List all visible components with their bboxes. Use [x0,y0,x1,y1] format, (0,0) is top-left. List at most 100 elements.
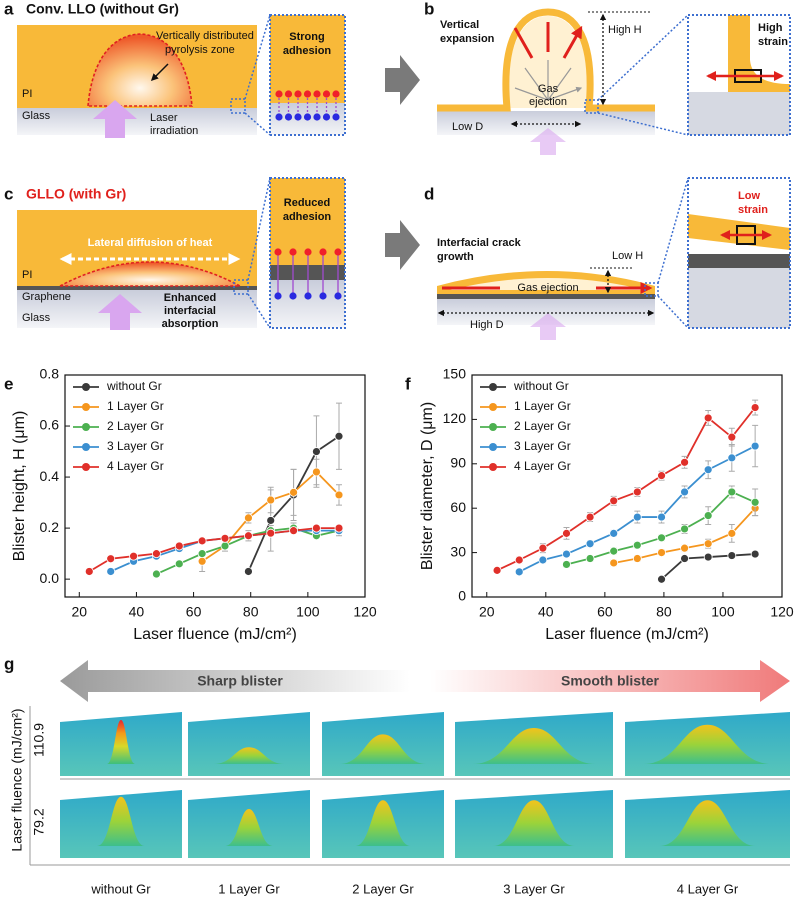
pointer [150,63,169,82]
legend-marker [489,423,497,431]
label: ejection [529,96,567,108]
x-tick-label: 60 [597,604,613,620]
legend-marker [82,383,90,391]
data-point [244,567,253,576]
panel-label: e [4,374,13,393]
legend-label: 1 Layer Gr [107,399,164,413]
x-tick-label: 100 [296,604,320,620]
gas-arrow [514,60,581,101]
atom [294,113,302,121]
label: Gas [538,83,559,95]
legend-marker [82,463,90,471]
atom [313,90,321,98]
data-point [129,551,138,561]
data-point [750,549,760,559]
label: High H [608,24,642,36]
atom [303,90,312,98]
data-point [562,560,571,569]
panel-label: c [4,184,13,203]
legend-label: 3 Layer Gr [514,439,571,453]
panel-a: a Conv. LLO (without Gr) Vertically dist… [4,0,420,138]
laser-arrow [530,313,566,340]
data-point [266,495,276,505]
pi-film [437,8,655,112]
laser-arrow [530,128,566,155]
label: PI [22,269,32,281]
zoom-box [230,98,246,114]
legend-marker [82,423,90,431]
atom [275,113,283,121]
data-point [244,513,253,523]
data-point [680,457,689,467]
data-point [632,540,642,550]
y-tick-label: 0.2 [40,519,60,535]
data-point [562,549,571,559]
atom [294,90,302,98]
data-point [750,441,760,451]
legend-marker [82,403,90,411]
blister [472,728,596,764]
atom [303,113,312,121]
panel-title: GLLO (with Gr) [26,186,126,202]
column-label: without Gr [90,881,151,896]
atom [334,248,342,256]
legend-marker [489,463,497,471]
atom [304,248,312,256]
label: Reduced [284,197,330,209]
label: Glass [22,312,51,324]
column-label: 3 Layer Gr [503,881,565,896]
label: Glass [22,110,51,122]
zoom-line [244,14,271,136]
data-point [197,536,207,546]
data-point [312,447,321,456]
label: growth [437,251,474,263]
data-point [703,413,713,423]
y-tick-label: 0.0 [40,570,60,586]
label: Low [738,190,760,202]
data-point [152,569,161,579]
data-point [750,497,760,507]
label: Strong [289,31,324,43]
data-point [632,487,642,497]
trend-arrow [60,660,410,702]
label: Graphene [22,291,71,303]
legend-label: without Gr [513,379,569,393]
y-axis-label: Blister height, H (μm) [11,411,28,562]
step-arrow [385,220,420,270]
height-map [188,712,310,776]
data-point [609,496,619,506]
y-tick-label: 60 [450,499,466,515]
atoms [274,248,342,300]
label: High D [470,319,504,331]
height-maps: without Gr 1 Layer Gr 2 Layer Gr 3 Layer Gr… [60,712,790,896]
pyrolysis-zone [87,33,193,107]
label: strain [738,204,768,216]
row-label: 110.9 [31,723,47,757]
y-tick-label: 120 [443,410,467,426]
blister [106,720,136,764]
label: Lateral diffusion of heat [88,237,213,249]
x-tick-label: 80 [243,604,259,620]
x-tick-label: 80 [656,604,672,620]
data-point [312,467,321,477]
panel-b: b Vertical expansion High H Gas ejection… [424,0,791,155]
axis-label: Laser fluence (mJ/cm²) [9,708,25,851]
label: adhesion [283,45,332,57]
label: Sharp blister [197,673,283,689]
panel-title: Conv. LLO (without Gr) [26,1,179,17]
atoms [275,90,340,121]
atom [334,292,342,300]
inset [269,14,346,136]
graphene-layer [688,254,790,268]
x-axis-label: Laser fluence (mJ/cm²) [545,626,709,643]
blister [97,796,145,846]
data-point [657,533,666,543]
data-point [266,528,276,538]
data-point [197,556,207,566]
data-point [538,543,548,553]
label: Low D [452,121,483,133]
label: High [758,22,783,34]
data-point [585,512,595,522]
